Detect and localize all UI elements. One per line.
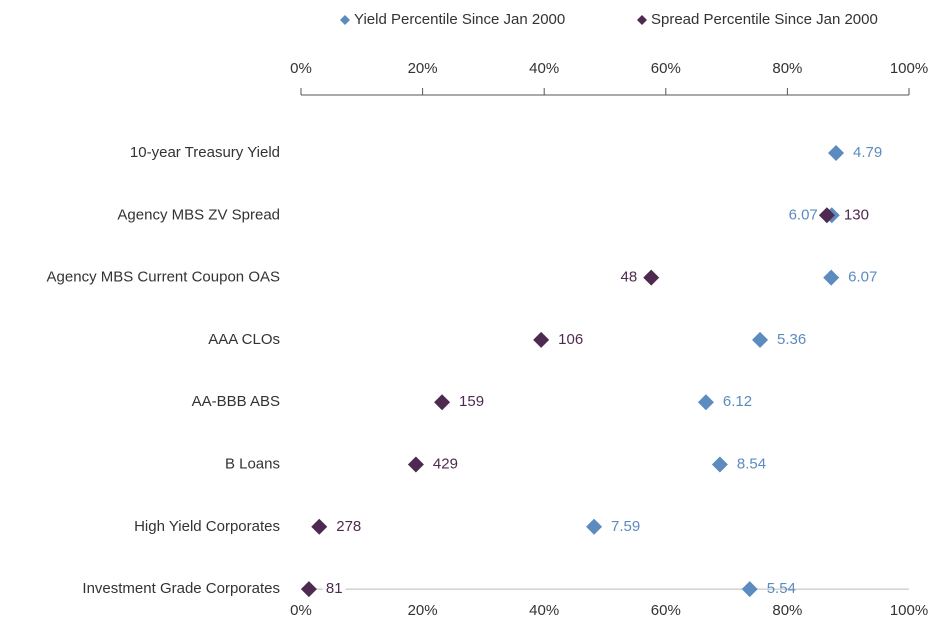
- point-label: 106: [558, 331, 583, 348]
- x-tick-label-top: 100%: [890, 60, 928, 77]
- x-tick-label-top: 20%: [408, 60, 438, 77]
- category-label: Agency MBS Current Coupon OAS: [47, 269, 280, 286]
- data-point: [752, 331, 769, 348]
- data-point: [311, 518, 328, 535]
- point-label: 130: [844, 206, 869, 223]
- data-point: [300, 581, 317, 598]
- point-label: 48: [621, 269, 638, 286]
- x-tick-label-bottom: 60%: [651, 602, 681, 618]
- point-label: 7.59: [611, 518, 640, 535]
- data-point: [823, 269, 840, 286]
- category-label: Investment Grade Corporates: [82, 580, 280, 597]
- x-tick-label-bottom: 40%: [529, 602, 559, 618]
- x-tick-label-bottom: 0%: [290, 602, 312, 618]
- label-background: [617, 268, 641, 286]
- category-label: AA-BBB ABS: [192, 393, 280, 410]
- point-label: 159: [459, 393, 484, 410]
- data-point: [533, 331, 550, 348]
- point-label: 6.07: [848, 269, 877, 286]
- x-tick-label-bottom: 100%: [890, 602, 928, 618]
- data-point: [741, 581, 758, 598]
- label-background: [555, 330, 587, 348]
- x-tick-label-top: 40%: [529, 60, 559, 77]
- point-label: 429: [433, 455, 458, 472]
- category-label: B Loans: [225, 455, 280, 472]
- category-label: High Yield Corporates: [134, 518, 280, 535]
- label-background: [456, 393, 488, 411]
- x-tick-label-top: 80%: [772, 60, 802, 77]
- point-label: 5.54: [767, 580, 796, 597]
- point-label: 81: [326, 580, 343, 597]
- point-label: 278: [336, 518, 361, 535]
- x-tick-label-bottom: 80%: [772, 602, 802, 618]
- x-tick-label-top: 60%: [651, 60, 681, 77]
- category-label: 10-year Treasury Yield: [130, 144, 280, 161]
- data-point: [434, 394, 451, 411]
- category-label: AAA CLOs: [208, 331, 280, 348]
- legend-marker: [340, 15, 350, 25]
- data-point: [586, 518, 603, 535]
- data-point: [697, 394, 714, 411]
- point-label: 8.54: [737, 455, 766, 472]
- label-background: [840, 206, 872, 224]
- x-tick-label-top: 0%: [290, 60, 312, 77]
- legend-label: Yield Percentile Since Jan 2000: [354, 11, 565, 28]
- data-point: [407, 456, 424, 473]
- x-tick-label-bottom: 20%: [408, 602, 438, 618]
- data-point: [643, 269, 660, 286]
- legend-label: Spread Percentile Since Jan 2000: [651, 11, 878, 28]
- point-label: 5.36: [777, 331, 806, 348]
- point-label: 4.79: [853, 144, 882, 161]
- point-label: 6.12: [723, 393, 752, 410]
- point-label: 6.07: [789, 206, 818, 223]
- category-label: Agency MBS ZV Spread: [117, 206, 280, 223]
- data-point: [828, 145, 845, 161]
- legend-marker: [637, 15, 647, 25]
- label-background: [333, 517, 365, 535]
- data-point: [711, 456, 728, 473]
- label-background: [429, 455, 461, 473]
- data-point: [818, 207, 835, 224]
- label-background: [322, 580, 346, 598]
